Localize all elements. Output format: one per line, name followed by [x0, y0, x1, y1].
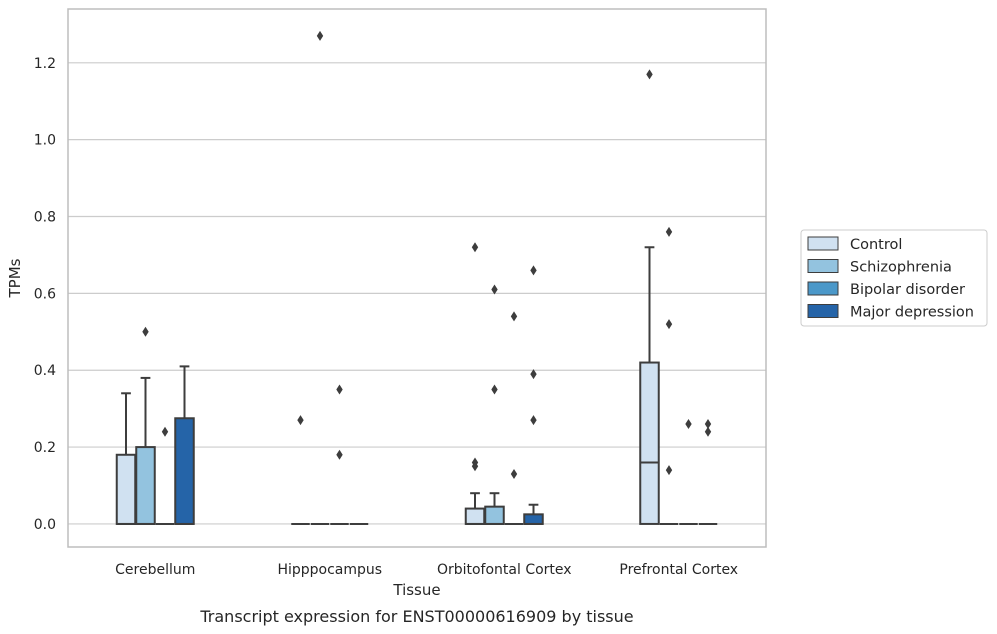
x-tick-label: Orbitofontal Cortex: [437, 562, 572, 578]
x-tick-labels: Cerebellum Hipppocampus Orbitofontal Corte…: [115, 562, 738, 578]
outlier-point: [336, 384, 343, 395]
y-tick-label: 0.2: [34, 440, 56, 456]
legend-swatch: [807, 304, 839, 318]
legend-swatch: [807, 236, 839, 251]
box-group: [523, 265, 544, 525]
y-axis-label: TPMs: [6, 258, 24, 298]
box-group: [115, 392, 137, 525]
legend-swatch: [807, 281, 839, 296]
box-group: [174, 365, 195, 525]
outlier-point: [471, 461, 479, 472]
box-group: [464, 242, 486, 525]
box-body: [115, 453, 137, 525]
box-marks: [115, 30, 718, 525]
box-group: [135, 326, 156, 525]
legend: Control Schizophrenia Bipolar disorder Majo…: [800, 229, 988, 327]
x-tick-label: Prefrontal Cortex: [619, 562, 738, 578]
y-tick-label: 0.6: [34, 286, 56, 302]
outlier-point: [665, 226, 673, 237]
figure-caption: Transcript expression for ENST0000061690…: [199, 607, 633, 626]
plot-frame: [67, 8, 767, 548]
y-tick-label: 0.8: [34, 210, 56, 226]
legend-frame: [800, 229, 988, 327]
y-tick-label: 0.0: [34, 517, 56, 533]
box-group: [679, 419, 698, 525]
outlier-point: [161, 426, 169, 437]
box-group: [504, 311, 524, 525]
outlier-point: [665, 319, 673, 330]
box-body: [174, 417, 195, 525]
box-body: [523, 513, 544, 525]
legend-label: Control: [850, 237, 902, 253]
outlier-point: [646, 69, 653, 80]
outlier-point: [316, 30, 324, 41]
legend-label: Major depression: [850, 305, 974, 321]
outlier-point: [704, 426, 712, 437]
outlier-point: [530, 369, 537, 380]
box-body: [135, 446, 156, 525]
x-tick-label: Hipppocampus: [277, 562, 382, 578]
box-group: [639, 69, 660, 525]
y-tick-label: 1.0: [34, 133, 56, 149]
box-group: [659, 226, 679, 525]
box-group: [484, 284, 505, 525]
outlier-point: [510, 311, 518, 322]
outlier-point: [491, 284, 498, 295]
box-group: [291, 415, 310, 525]
legend-label: Schizophrenia: [850, 260, 952, 276]
y-tick-labels: 0.0 0.2 0.4 0.6 0.8 1.0 1.2: [34, 56, 56, 533]
box-group: [155, 426, 175, 525]
outlier-point: [471, 242, 479, 253]
box-group: [698, 419, 718, 525]
outlier-point: [491, 384, 498, 395]
x-axis-label: Tissue: [392, 581, 440, 599]
box-group: [330, 384, 349, 525]
box-group: [310, 30, 330, 525]
box-body: [464, 507, 486, 525]
box-body: [484, 505, 505, 525]
outlier-point: [336, 449, 343, 460]
outlier-point: [530, 415, 537, 426]
legend-label: Bipolar disorder: [850, 282, 965, 298]
outlier-point: [510, 468, 518, 479]
grid-lines: [68, 62, 766, 525]
x-tick-label: Cerebellum: [115, 562, 195, 578]
legend-swatch: [807, 259, 839, 273]
y-tick-label: 0.4: [34, 363, 56, 379]
outlier-point: [685, 419, 692, 430]
outlier-point: [530, 265, 537, 276]
outlier-point: [665, 465, 673, 476]
outlier-point: [142, 326, 149, 337]
y-tick-label: 1.2: [34, 56, 56, 72]
outlier-point: [704, 419, 712, 430]
box-body: [639, 361, 660, 525]
outlier-point: [297, 415, 304, 426]
